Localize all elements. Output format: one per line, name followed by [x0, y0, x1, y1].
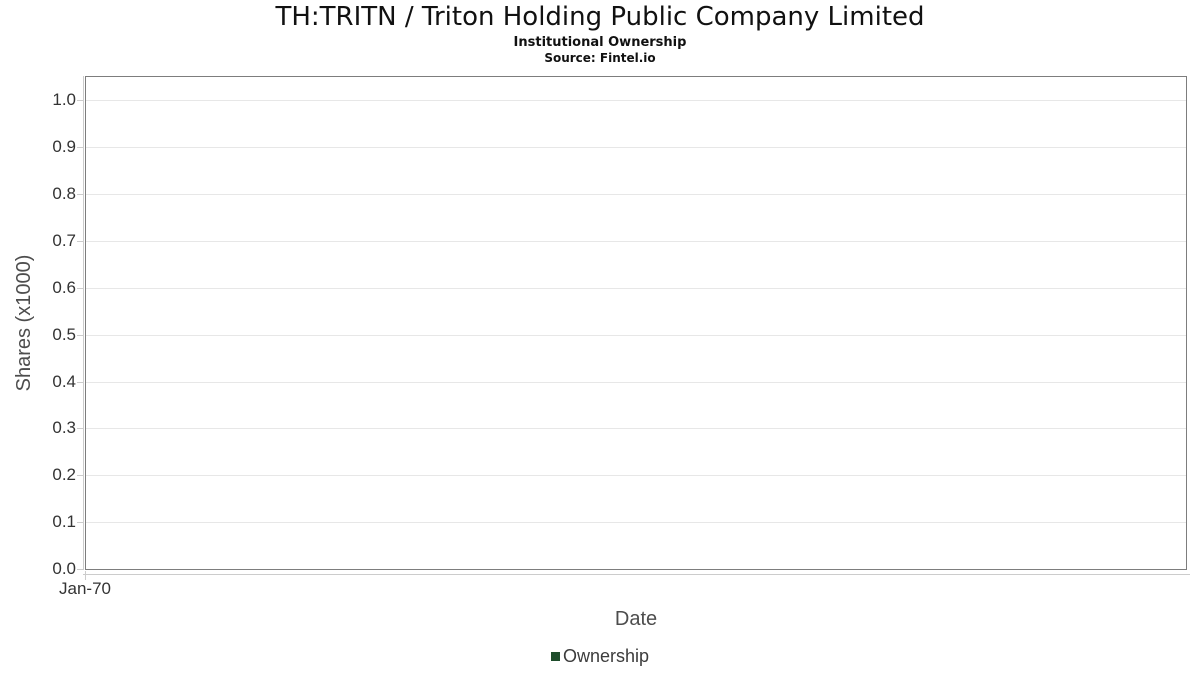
- gridline: [86, 522, 1186, 523]
- y-tick-label: 1.0: [52, 90, 76, 109]
- gridline: [86, 194, 1186, 195]
- y-axis-tick: [77, 569, 83, 570]
- y-axis-tick: [77, 522, 83, 523]
- y-tick-label: 0.8: [52, 184, 76, 203]
- gridline: [86, 241, 1186, 242]
- legend-label-ownership: Ownership: [562, 646, 650, 666]
- y-tick-label: 0.3: [52, 418, 76, 437]
- y-axis-tick: [77, 428, 83, 429]
- y-axis-tick: [77, 194, 83, 195]
- y-axis-tick: [77, 147, 83, 148]
- x-axis-line: [83, 574, 1190, 575]
- legend-marker-ownership: [550, 651, 560, 661]
- y-tick-label: 0.5: [52, 325, 76, 344]
- gridline: [86, 382, 1186, 383]
- legend-item-ownership[interactable]: Ownership: [550, 644, 650, 668]
- gridline: [86, 147, 1186, 148]
- y-axis-line: [83, 76, 84, 570]
- y-tick-label: 0.2: [52, 465, 76, 484]
- chart-title: TH:TRITN / Triton Holding Public Company…: [275, 2, 925, 32]
- y-tick-label: 0.7: [52, 231, 76, 250]
- gridline: [86, 335, 1186, 336]
- y-axis-tick: [77, 475, 83, 476]
- y-axis-tick: [77, 335, 83, 336]
- x-axis-tick: [85, 571, 86, 580]
- y-axis-tick: [77, 288, 83, 289]
- y-axis-tick: [77, 100, 83, 101]
- gridline: [86, 288, 1186, 289]
- plot-area: [85, 76, 1187, 570]
- y-axis-tick: [77, 382, 83, 383]
- y-tick-label: 0.0: [52, 559, 76, 578]
- x-tick-label: Jan-70: [59, 579, 111, 598]
- y-tick-label: 0.9: [52, 137, 76, 156]
- y-tick-label: 0.4: [52, 372, 76, 391]
- gridline: [86, 475, 1186, 476]
- x-axis-title: Date: [614, 608, 658, 630]
- gridline: [86, 428, 1186, 429]
- y-axis-tick: [77, 241, 83, 242]
- y-tick-label: 0.1: [52, 512, 76, 531]
- chart-subtitle: Institutional Ownership: [513, 35, 687, 50]
- y-tick-label: 0.6: [52, 278, 76, 297]
- chart-source: Source: Fintel.io: [544, 51, 656, 65]
- legend: Ownership: [0, 644, 1200, 668]
- gridline: [86, 100, 1186, 101]
